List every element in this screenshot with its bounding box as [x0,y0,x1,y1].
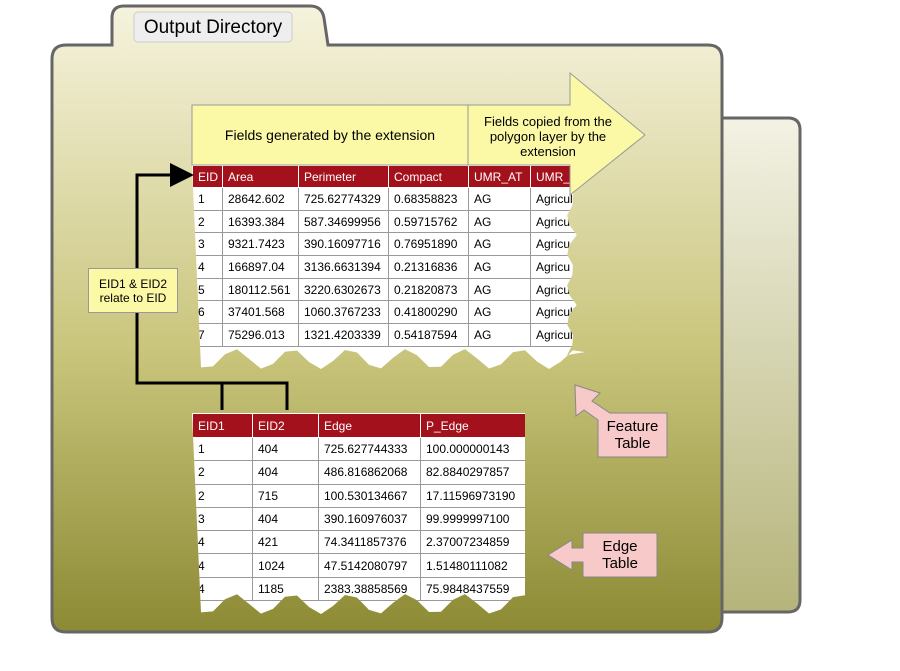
cell: 4 [192,576,253,602]
cell: 421 [252,530,319,555]
feature-pointer [574,384,668,458]
cell: 0.76951890 [388,232,469,257]
generated-fields-box [191,104,469,166]
column-header: Compact [388,165,469,188]
table: EID1 EID2 Edge P_Edge 1 404 725.627744333 100.0… [192,413,525,602]
table-row: 4 1185 2383.38858569 75.9848437559 [192,576,525,602]
cell: 587.34699956 [298,209,389,234]
table-row: 3 404 390.160976037 99.9999997100 [192,506,525,532]
cell: 17.11596973190 [420,483,525,508]
cell: 2 [192,483,253,508]
cell: AG [468,300,531,325]
edge-table: EID1 EID2 Edge P_Edge 1 404 725.627744333 100.0… [192,413,525,614]
cell: 404 [252,460,319,485]
cell: AG [468,187,531,211]
cell: 75.9848437559 [420,576,525,602]
cell: 28642.602 [222,187,299,211]
cell: 74.3411857376 [318,530,421,555]
cell: 725.627744333 [318,436,421,462]
feature-table: EID Area Perimeter Compact UMR_AT UMR_ 1 28642.… [192,165,585,369]
cell: 715 [252,483,319,508]
column-header: Area [222,165,299,188]
cell: 99.9999997100 [420,506,525,532]
cell: 1321.4203339 [298,323,389,347]
tab-label-bg [133,11,293,43]
column-header: P_Edge [420,413,525,438]
generated-fields-label: Fields generated by the extension [224,127,436,143]
table-row: 1 404 725.627744333 100.000000143 [192,436,525,462]
cell: 1 [192,436,253,462]
table-row: 2 715 100.530134667 17.11596973190 [192,483,525,508]
feature-callout: Feature Table [606,418,659,452]
copied-fields-label: Fields copied from the polygon layer by … [484,113,612,159]
tab-title: Output Directory [144,17,283,38]
cell: 404 [252,506,319,532]
edge-callout: Edge Table [602,538,638,572]
edge-pointer [547,532,658,578]
table-row: 2 404 486.816862068 82.8840297857 [192,460,525,485]
column-header: EID2 [252,413,319,438]
folder-back [698,116,802,614]
cell: 75296.013 [222,323,299,347]
relation-callout: EID1 & EID2 relate to EID [88,268,178,313]
header-row: EID1 EID2 Edge P_Edge [192,413,525,438]
cell: 0.54187594 [388,323,469,347]
cell: 404 [252,436,319,462]
column-header: UMR_AT [468,165,531,188]
column-header: EID1 [192,413,253,438]
cell: 16393.384 [222,209,299,234]
cell: 4 [192,553,253,578]
cell: 180112.561 [222,277,299,302]
cell: 82.8840297857 [420,460,525,485]
copied-fields-arrow [467,71,646,197]
cell: 390.160976037 [318,506,421,532]
cell: 486.816862068 [318,460,421,485]
column-header: Perimeter [298,165,389,188]
cell: AG [468,323,531,347]
cell: 100.000000143 [420,436,525,462]
table-row: 3 9321.7423 390.16097716 0.76951890 AG Agricu [192,232,585,257]
